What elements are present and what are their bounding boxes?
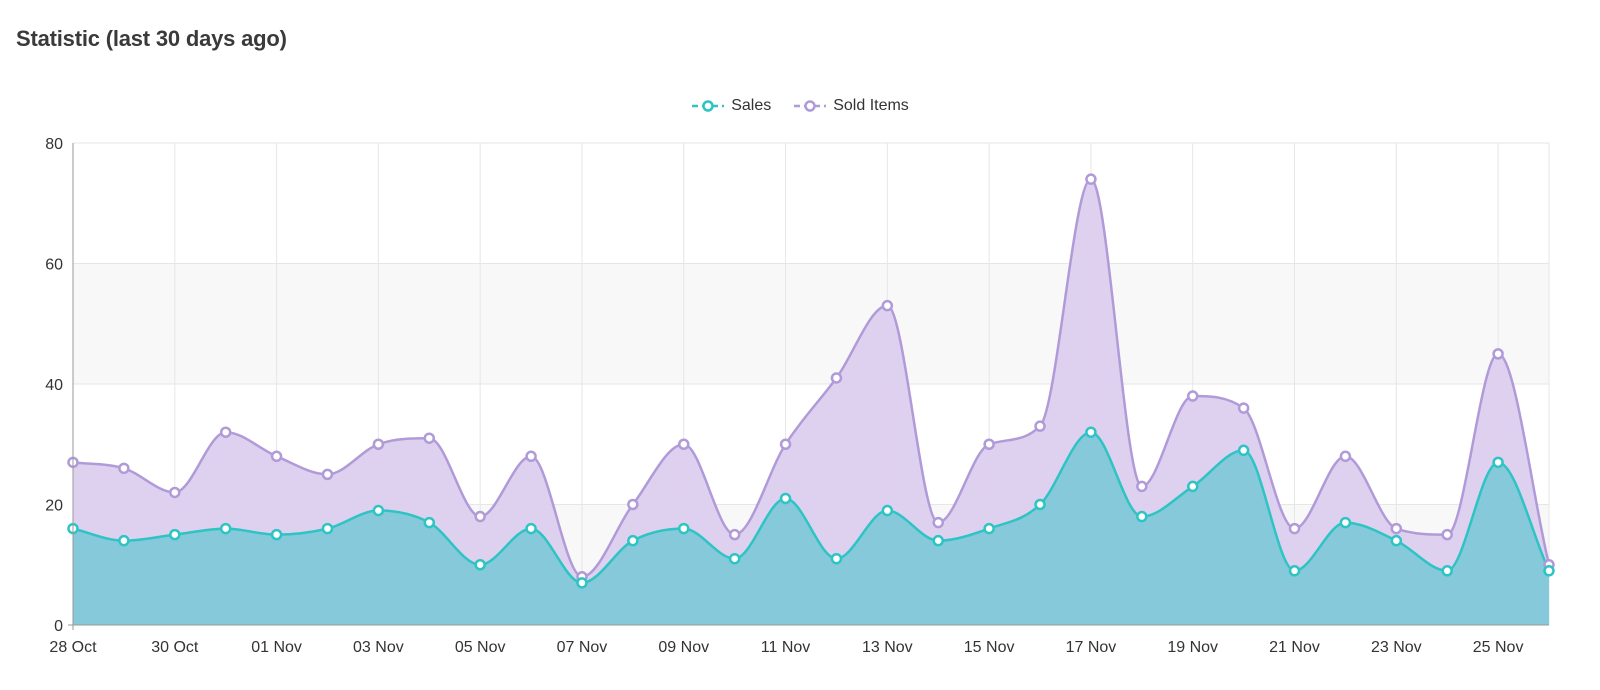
x-tick-label: 01 Nov bbox=[251, 639, 302, 656]
point-sold-items bbox=[474, 510, 486, 523]
point-sales bbox=[1339, 516, 1352, 529]
point-sold-items bbox=[1034, 420, 1046, 432]
point-sold-items bbox=[372, 438, 385, 450]
x-tick-label: 30 Oct bbox=[151, 639, 199, 656]
point-sold-items bbox=[525, 450, 537, 463]
point-sold-items bbox=[728, 528, 741, 541]
point-sold-items bbox=[1136, 480, 1148, 493]
point-sold-items bbox=[270, 450, 283, 463]
x-tick-label: 28 Oct bbox=[49, 639, 97, 656]
legend-item-sales[interactable]: Sales bbox=[691, 97, 771, 115]
point-sales bbox=[1034, 498, 1046, 511]
series-points bbox=[67, 173, 1555, 589]
point-sold-items bbox=[830, 372, 843, 384]
point-sales bbox=[779, 492, 792, 505]
point-sales bbox=[1288, 565, 1301, 577]
point-sales bbox=[1085, 426, 1097, 438]
legend-swatch-sold-items bbox=[794, 100, 827, 112]
point-sales bbox=[1186, 480, 1199, 493]
point-sales bbox=[1492, 456, 1504, 469]
y-tick-label: 0 bbox=[54, 618, 63, 635]
x-tick-label: 13 Nov bbox=[862, 639, 913, 656]
point-sales bbox=[678, 522, 690, 535]
axes: 0 20 40 60 80 28 Oct 30 Oct 01 Nov 03 Nov 05 Nov 0… bbox=[45, 136, 1549, 656]
point-sold-items bbox=[932, 516, 944, 529]
chart-title: Statistic (last 30 days ago) bbox=[16, 26, 287, 51]
point-sales bbox=[728, 552, 741, 565]
point-sold-items bbox=[1186, 390, 1199, 402]
point-sales bbox=[321, 522, 334, 535]
point-sales bbox=[881, 504, 894, 517]
point-sold-items bbox=[627, 498, 639, 511]
x-tick-label: 09 Nov bbox=[658, 639, 709, 656]
point-sold-items bbox=[678, 438, 690, 450]
series-areas bbox=[73, 179, 1549, 625]
x-tick-label: 21 Nov bbox=[1269, 639, 1320, 656]
point-sold-items bbox=[321, 468, 334, 481]
x-tick-label: 23 Nov bbox=[1371, 639, 1422, 656]
point-sold-items bbox=[983, 438, 995, 450]
legend-swatch-sales bbox=[692, 100, 725, 112]
point-sales bbox=[830, 552, 843, 565]
point-sales bbox=[1390, 534, 1403, 547]
point-sold-items bbox=[219, 426, 232, 438]
x-tick-label: 05 Nov bbox=[455, 639, 506, 656]
area-sales bbox=[73, 432, 1549, 625]
x-tick-label: 15 Nov bbox=[964, 639, 1015, 656]
x-tick-label: 17 Nov bbox=[1066, 639, 1117, 656]
point-sales bbox=[932, 534, 944, 547]
chart-legend: Sales Sold Items bbox=[0, 97, 1600, 115]
point-sales bbox=[270, 528, 283, 541]
point-sales bbox=[118, 534, 130, 547]
point-sales bbox=[219, 522, 232, 535]
grid-band bbox=[73, 263, 1549, 384]
point-sold-items bbox=[779, 438, 792, 450]
y-tick-label: 80 bbox=[45, 136, 63, 153]
point-sales bbox=[1543, 565, 1555, 577]
x-tick-label: 07 Nov bbox=[557, 639, 608, 656]
point-sales bbox=[372, 504, 385, 517]
x-tick-label: 25 Nov bbox=[1473, 639, 1524, 656]
point-sold-items bbox=[881, 299, 894, 312]
point-sales bbox=[576, 577, 588, 589]
y-tick-label: 40 bbox=[45, 377, 63, 394]
point-sold-items bbox=[1339, 450, 1352, 463]
x-tick-label: 19 Nov bbox=[1167, 639, 1218, 656]
point-sold-items bbox=[1441, 528, 1453, 541]
point-sales bbox=[474, 559, 486, 571]
point-sales bbox=[983, 522, 995, 535]
point-sales bbox=[627, 534, 639, 547]
point-sales bbox=[1237, 444, 1250, 457]
legend-item-sold-items[interactable]: Sold Items bbox=[793, 97, 909, 115]
point-sold-items bbox=[423, 432, 436, 444]
x-tick-label: 11 Nov bbox=[761, 639, 811, 656]
y-tick-label: 60 bbox=[45, 257, 63, 274]
point-sold-items bbox=[1390, 522, 1403, 535]
x-tick-label: 03 Nov bbox=[353, 639, 404, 656]
point-sold-items bbox=[1288, 522, 1301, 535]
y-tick-label: 20 bbox=[45, 498, 63, 515]
point-sales bbox=[169, 528, 181, 541]
point-sold-items bbox=[1085, 173, 1097, 185]
legend-label-sales: Sales bbox=[731, 97, 772, 114]
point-sold-items bbox=[169, 486, 181, 499]
point-sold-items bbox=[1237, 402, 1250, 414]
point-sales bbox=[1136, 510, 1148, 523]
point-sold-items bbox=[118, 462, 130, 475]
point-sales bbox=[525, 522, 537, 535]
point-sold-items bbox=[1492, 348, 1504, 360]
point-sales bbox=[423, 516, 436, 529]
legend-label-sold-items: Sold Items bbox=[833, 97, 909, 114]
point-sales bbox=[1441, 565, 1453, 577]
